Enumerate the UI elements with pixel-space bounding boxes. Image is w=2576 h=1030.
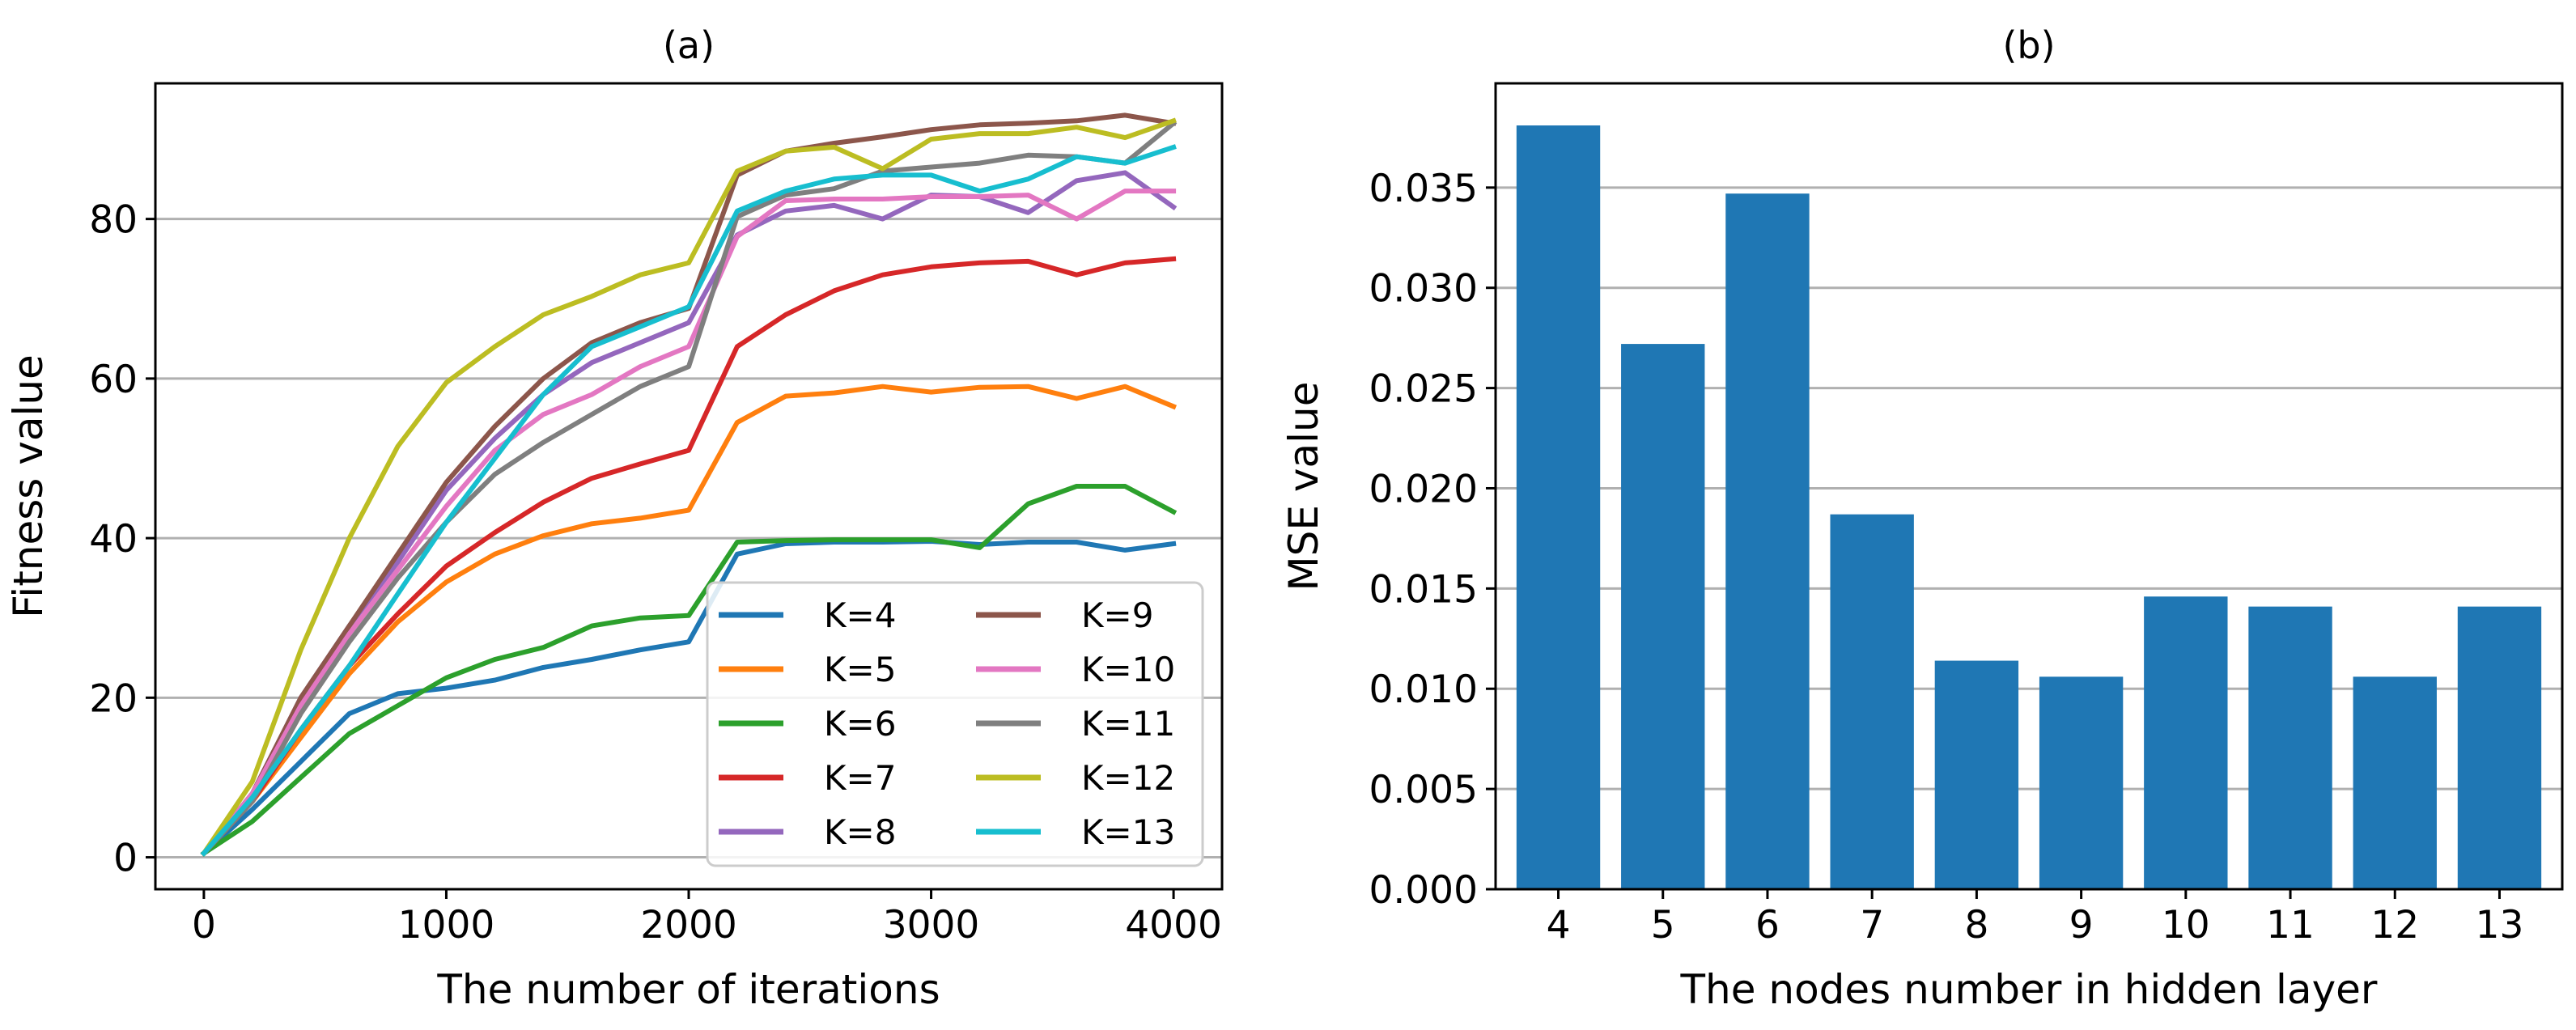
legend-label-k10: K=10 <box>1081 650 1175 689</box>
panel-b-y-ticks: 0.000 0.005 0.010 0.015 0.020 0.025 0.030 0.035 <box>1369 167 1496 913</box>
panel-b-x-tick-label: 13 <box>2476 903 2524 947</box>
panel-b-y-axis-label: MSE value <box>1280 382 1327 591</box>
panel-b-x-tick-label: 9 <box>2069 903 2094 947</box>
legend-label-k13: K=13 <box>1081 812 1175 852</box>
legend-label-k5: K=5 <box>824 650 896 689</box>
legend-label-k12: K=12 <box>1081 758 1175 798</box>
series-line-k4 <box>200 539 1177 857</box>
bar-nodes-11 <box>2248 606 2332 889</box>
panel-b-x-tick-label: 7 <box>1860 903 1884 947</box>
panel-b-x-tick-label: 11 <box>2266 903 2315 947</box>
panel-b-y-tick-label: 0.010 <box>1369 668 1478 712</box>
bar-nodes-12 <box>2353 676 2437 889</box>
legend-box <box>706 581 1204 867</box>
bar-nodes-10 <box>2144 596 2228 889</box>
panel-b-x-tick-label: 4 <box>1547 903 1571 947</box>
panel-a-y-axis-label: Fitness value <box>5 354 52 618</box>
panel-a-y-tick-label: 60 <box>89 358 138 402</box>
series-line-k6 <box>200 484 1178 857</box>
legend-label-k11: K=11 <box>1081 704 1175 744</box>
panel-b-y-tick-label: 0.030 <box>1369 267 1478 312</box>
panel-b-y-tick-label: 0.035 <box>1369 167 1478 211</box>
panel-a-line-chart: 0 1000 2000 3000 4000 0 20 40 60 80 (a) The numb… <box>5 23 1224 1013</box>
panel-a-title: (a) <box>663 23 715 67</box>
bar-nodes-4 <box>1516 125 1601 889</box>
panel-b-x-axis-label: The nodes number in hidden layer <box>1680 966 2378 1013</box>
bar-nodes-6 <box>1725 193 1810 889</box>
panel-b-x-tick-label: 12 <box>2370 903 2419 947</box>
legend-label-k9: K=9 <box>1081 596 1153 635</box>
panel-a-x-tick-label: 2000 <box>640 903 737 947</box>
panel-b-x-tick-label: 6 <box>1755 903 1780 947</box>
series-line-k12 <box>200 117 1177 857</box>
panel-b-y-tick-label: 0.005 <box>1369 768 1478 812</box>
series-line-k10 <box>200 189 1177 857</box>
panel-b-x-tick-label: 8 <box>1964 903 1988 947</box>
series-line-k5 <box>200 384 1178 857</box>
legend-label-k8: K=8 <box>824 812 896 852</box>
panel-b-y-tick-label: 0.020 <box>1369 467 1478 511</box>
bar-nodes-13 <box>2457 606 2542 889</box>
panel-b-bars <box>1516 125 2542 889</box>
panel-b-x-tick-label: 5 <box>1651 903 1675 947</box>
legend-label-k7: K=7 <box>824 758 896 798</box>
bar-nodes-9 <box>2039 676 2124 889</box>
bar-nodes-7 <box>1830 514 1914 889</box>
panel-a-x-tick-label: 3000 <box>883 903 980 947</box>
panel-b-y-tick-label: 0.025 <box>1369 367 1478 412</box>
panel-a-y-ticks: 0 20 40 60 80 <box>89 198 155 881</box>
panel-a-x-ticks: 0 1000 2000 3000 4000 <box>192 889 1222 947</box>
legend-items: K=4 K=5 K=6 K=7 K=8 K=9 K=10 K=11 K=12 K=13 <box>719 596 1175 852</box>
bar-nodes-8 <box>1934 660 2019 889</box>
panel-a-y-tick-label: 80 <box>89 198 138 243</box>
panel-b-y-tick-label: 0.015 <box>1369 567 1478 612</box>
panel-a-x-tick-label: 1000 <box>398 903 495 947</box>
panel-a-legend: K=4 K=5 K=6 K=7 K=8 K=9 K=10 K=11 K=12 K=13 <box>706 581 1204 867</box>
panel-a-y-tick-label: 40 <box>89 517 138 562</box>
panel-b-x-ticks: 4 5 6 7 8 9 10 11 12 13 <box>1547 889 2524 947</box>
panel-a-y-tick-label: 0 <box>113 837 138 881</box>
panel-a-series-lines <box>200 112 1178 857</box>
panel-b-frame <box>1494 82 2564 891</box>
panel-a-x-axis-label: The number of iterations <box>436 966 940 1013</box>
panel-a-x-tick-label: 4000 <box>1125 903 1222 947</box>
panel-b-title: (b) <box>2002 23 2055 67</box>
panel-a-y-tick-label: 20 <box>89 676 138 721</box>
series-line-k7 <box>200 256 1177 857</box>
legend-label-k6: K=6 <box>824 704 896 744</box>
series-line-k11 <box>200 120 1178 857</box>
series-line-k13 <box>200 144 1177 857</box>
panel-a-x-tick-label: 0 <box>192 903 216 947</box>
bar-nodes-5 <box>1621 344 1705 889</box>
panel-b-y-tick-label: 0.000 <box>1369 868 1478 913</box>
legend-label-k4: K=4 <box>824 596 896 635</box>
panel-b-bar-chart: 4 5 6 7 8 9 10 11 12 13 0.000 0.005 0.010 0.015 0.020… <box>1280 23 2564 1013</box>
panel-b-x-tick-label: 10 <box>2162 903 2210 947</box>
